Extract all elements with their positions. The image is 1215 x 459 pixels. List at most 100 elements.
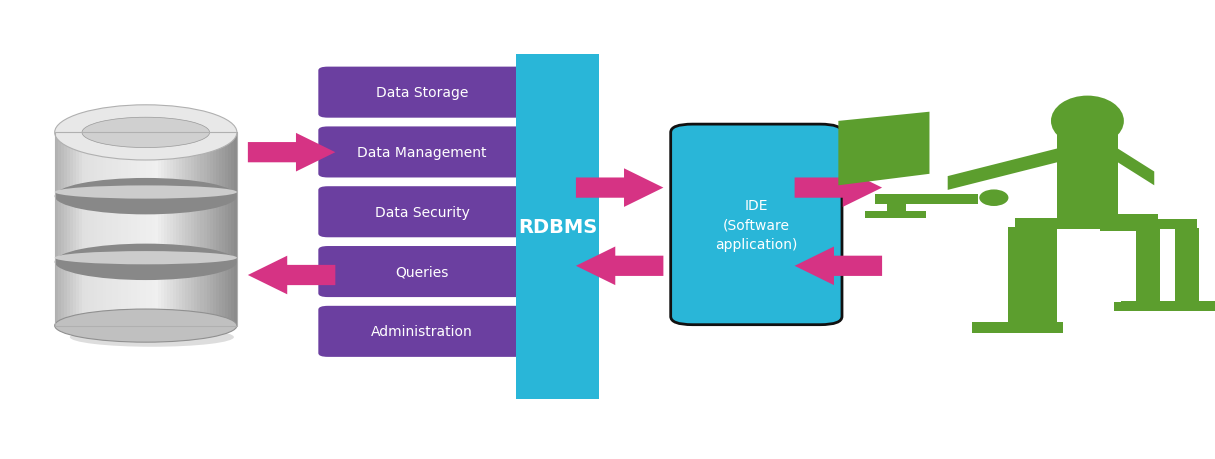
Bar <box>1175 228 1199 310</box>
Polygon shape <box>1015 216 1118 230</box>
Bar <box>146 133 149 326</box>
Bar <box>1121 301 1215 311</box>
Bar <box>58 133 62 326</box>
Polygon shape <box>795 169 882 207</box>
Bar <box>203 133 208 326</box>
Bar <box>103 133 107 326</box>
Ellipse shape <box>1051 96 1124 147</box>
Bar <box>119 133 123 326</box>
Polygon shape <box>838 112 929 186</box>
Polygon shape <box>248 134 335 172</box>
Ellipse shape <box>55 252 237 265</box>
Bar <box>231 133 234 326</box>
Bar <box>131 133 135 326</box>
Bar <box>1100 214 1158 232</box>
Bar <box>122 133 125 326</box>
Polygon shape <box>795 247 882 285</box>
Bar <box>107 133 111 326</box>
Bar <box>115 133 119 326</box>
Polygon shape <box>576 169 663 207</box>
FancyBboxPatch shape <box>318 306 526 357</box>
Bar <box>200 133 204 326</box>
Bar <box>972 323 1063 333</box>
Bar <box>209 133 214 326</box>
Bar <box>109 133 113 326</box>
Text: RDBMS: RDBMS <box>518 218 598 237</box>
Bar <box>125 133 129 326</box>
Bar <box>875 194 978 204</box>
Bar <box>95 133 98 326</box>
Bar <box>73 133 77 326</box>
Bar <box>63 133 68 326</box>
Bar <box>128 133 131 326</box>
Bar <box>225 133 228 326</box>
Bar <box>166 133 171 326</box>
Bar <box>67 133 70 326</box>
Ellipse shape <box>55 106 237 161</box>
Bar <box>213 133 216 326</box>
Bar <box>140 133 143 326</box>
FancyBboxPatch shape <box>318 127 526 178</box>
Bar <box>1008 227 1057 330</box>
Text: Queries: Queries <box>396 265 448 279</box>
FancyBboxPatch shape <box>671 125 842 325</box>
Bar <box>1136 230 1160 310</box>
Bar <box>69 133 74 326</box>
Bar <box>194 133 199 326</box>
Bar <box>182 133 187 326</box>
Bar <box>112 133 117 326</box>
Bar <box>87 133 92 326</box>
Bar <box>158 133 163 326</box>
Bar <box>221 133 226 326</box>
Text: IDE
(Software
application): IDE (Software application) <box>716 198 797 252</box>
Bar <box>91 133 95 326</box>
Ellipse shape <box>81 118 209 148</box>
Bar <box>188 133 192 326</box>
Bar <box>179 133 183 326</box>
Bar <box>516 55 599 399</box>
Polygon shape <box>248 256 335 295</box>
Bar <box>164 133 168 326</box>
Bar <box>79 133 83 326</box>
Bar <box>174 133 177 326</box>
Bar <box>85 133 90 326</box>
Bar <box>216 133 220 326</box>
Polygon shape <box>841 119 911 181</box>
Bar <box>233 133 238 326</box>
Bar <box>219 133 224 326</box>
Bar <box>160 133 165 326</box>
Bar <box>83 133 86 326</box>
Bar <box>1057 129 1118 216</box>
FancyBboxPatch shape <box>318 187 526 238</box>
Polygon shape <box>576 247 663 285</box>
Polygon shape <box>1118 149 1154 186</box>
Bar <box>75 133 80 326</box>
Polygon shape <box>948 149 1057 190</box>
Text: Data Management: Data Management <box>357 146 487 160</box>
Bar <box>176 133 180 326</box>
FancyBboxPatch shape <box>318 67 526 118</box>
Bar <box>143 133 147 326</box>
Ellipse shape <box>55 309 237 342</box>
Bar <box>1114 302 1185 311</box>
Bar <box>100 133 104 326</box>
Bar <box>865 212 926 218</box>
Bar <box>197 133 202 326</box>
Ellipse shape <box>69 328 233 347</box>
FancyBboxPatch shape <box>318 246 526 297</box>
Bar <box>156 133 159 326</box>
Bar <box>152 133 156 326</box>
Bar <box>207 133 211 326</box>
Text: Data Storage: Data Storage <box>375 86 469 100</box>
Bar <box>61 133 66 326</box>
Bar <box>170 133 175 326</box>
Text: Administration: Administration <box>372 325 473 339</box>
Bar <box>185 133 190 326</box>
Bar <box>148 133 153 326</box>
Ellipse shape <box>979 190 1008 207</box>
Bar <box>55 133 237 326</box>
Bar <box>228 133 232 326</box>
Bar <box>136 133 141 326</box>
Bar <box>1081 219 1197 230</box>
Bar <box>97 133 101 326</box>
